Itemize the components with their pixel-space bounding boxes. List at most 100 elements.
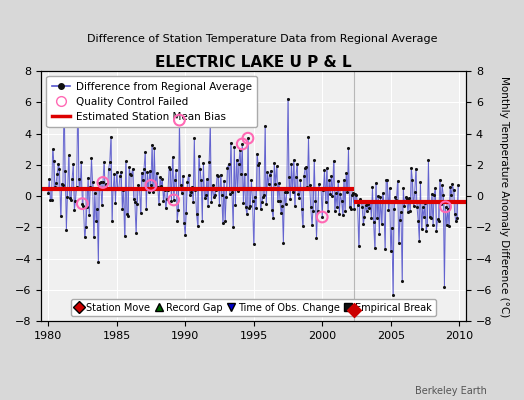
Title: ELECTRIC LAKE U P & L: ELECTRIC LAKE U P & L	[155, 55, 352, 70]
Point	[278, 203, 287, 209]
Legend: Station Move, Record Gap, Time of Obs. Change, Empirical Break: Station Move, Record Gap, Time of Obs. C…	[71, 299, 436, 316]
Point	[259, 194, 267, 200]
Point	[80, 234, 89, 240]
Point	[73, 96, 82, 102]
Point	[136, 210, 145, 216]
Point	[340, 176, 348, 183]
Point	[254, 162, 263, 168]
Point	[415, 238, 423, 244]
Point	[63, 194, 72, 200]
Point	[408, 177, 417, 183]
Point	[355, 243, 363, 249]
Point	[242, 204, 250, 210]
Point	[206, 118, 214, 124]
Y-axis label: Monthly Temperature Anomaly Difference (°C): Monthly Temperature Anomaly Difference (…	[499, 76, 509, 317]
Point	[303, 184, 312, 190]
Point	[111, 200, 119, 206]
Point	[67, 197, 75, 203]
Text: Berkeley Earth: Berkeley Earth	[416, 386, 487, 396]
Point	[349, 190, 357, 196]
Point	[211, 192, 219, 198]
Point	[117, 169, 125, 175]
Point	[165, 164, 173, 170]
Point	[147, 182, 155, 188]
Point	[309, 207, 317, 214]
Point	[215, 201, 224, 208]
Point	[239, 200, 247, 206]
Point	[222, 194, 231, 200]
Point	[400, 203, 409, 209]
Point	[268, 207, 276, 213]
Point	[269, 215, 277, 221]
Point	[333, 204, 341, 210]
Point	[126, 171, 135, 178]
Point	[430, 192, 438, 198]
Point	[99, 179, 107, 186]
Point	[314, 181, 323, 188]
Point	[180, 220, 188, 226]
Point	[427, 215, 435, 221]
Point	[175, 117, 183, 123]
Point	[264, 180, 272, 187]
Point	[448, 181, 456, 188]
Point	[118, 206, 126, 212]
Point	[199, 160, 208, 166]
Point	[159, 198, 168, 204]
Point	[318, 214, 326, 220]
Point	[149, 188, 157, 195]
Point	[200, 195, 209, 201]
Point	[127, 172, 136, 178]
Point	[410, 189, 419, 196]
Point	[214, 173, 223, 180]
Point	[157, 183, 166, 189]
Point	[422, 228, 430, 234]
Point	[395, 240, 403, 246]
Point	[364, 201, 372, 208]
Point	[276, 198, 284, 204]
Point	[299, 223, 307, 230]
Point	[300, 173, 308, 180]
Point	[281, 201, 290, 208]
Point	[405, 195, 413, 201]
Point	[288, 189, 297, 195]
Point	[384, 207, 392, 213]
Point	[451, 210, 459, 217]
Point	[378, 190, 387, 196]
Point	[326, 191, 334, 197]
Point	[332, 190, 340, 196]
Point	[166, 166, 174, 172]
Point	[129, 196, 138, 203]
Point	[178, 190, 186, 196]
Point	[207, 199, 215, 206]
Point	[124, 213, 132, 220]
Point	[341, 208, 349, 214]
Point	[433, 216, 442, 222]
Point	[368, 184, 377, 190]
Point	[282, 189, 291, 195]
Point	[103, 186, 112, 193]
Point	[86, 184, 94, 190]
Point	[119, 186, 128, 193]
Point	[62, 227, 71, 233]
Point	[231, 202, 239, 208]
Point	[177, 182, 185, 188]
Point	[261, 123, 269, 129]
Point	[189, 198, 198, 205]
Point	[236, 147, 244, 153]
Point	[128, 166, 137, 172]
Point	[313, 208, 322, 214]
Point	[243, 211, 251, 217]
Point	[419, 204, 427, 210]
Point	[145, 189, 153, 195]
Point	[253, 150, 261, 157]
Point	[423, 222, 431, 228]
Point	[362, 202, 370, 209]
Point	[388, 224, 396, 231]
Point	[137, 169, 146, 176]
Point	[344, 145, 353, 152]
Point	[319, 187, 328, 193]
Point	[412, 165, 420, 172]
Point	[369, 219, 378, 226]
Point	[221, 218, 230, 224]
Point	[244, 135, 252, 142]
